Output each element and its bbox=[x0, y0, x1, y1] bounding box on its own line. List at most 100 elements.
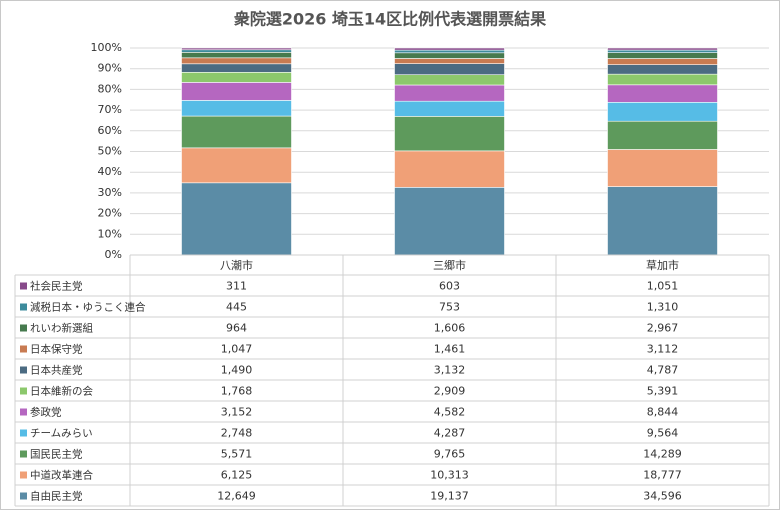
table-header: 草加市 bbox=[646, 258, 679, 272]
y-tick-label: 50% bbox=[98, 145, 122, 158]
table-header: 三郷市 bbox=[433, 258, 466, 272]
table-value: 1,490 bbox=[221, 364, 253, 377]
legend-swatch bbox=[20, 345, 27, 353]
y-tick-label: 10% bbox=[98, 227, 122, 240]
legend-label: チームみらい bbox=[30, 428, 93, 440]
bar-segment bbox=[394, 58, 505, 64]
y-tick-label: 70% bbox=[98, 103, 122, 116]
table-value: 12,649 bbox=[217, 490, 256, 503]
bar-segment bbox=[607, 64, 718, 75]
table-value: 2,909 bbox=[434, 385, 466, 398]
table-value: 4,287 bbox=[434, 427, 466, 440]
legend-swatch bbox=[20, 387, 27, 395]
legend-swatch bbox=[20, 303, 27, 311]
table-value: 1,768 bbox=[221, 385, 253, 398]
legend-label: 日本維新の会 bbox=[30, 385, 93, 398]
bar-segment bbox=[394, 52, 505, 59]
table-value: 14,289 bbox=[643, 448, 682, 461]
y-tick-label: 60% bbox=[98, 124, 122, 137]
legend-swatch bbox=[20, 450, 27, 458]
y-tick-label: 80% bbox=[98, 82, 122, 95]
table-value: 5,571 bbox=[221, 448, 253, 461]
bar-segment bbox=[181, 147, 292, 184]
table-value: 2,748 bbox=[221, 427, 253, 440]
table-value: 6,125 bbox=[221, 469, 253, 482]
bar-segment bbox=[181, 182, 292, 256]
table-value: 9,765 bbox=[434, 448, 466, 461]
table-value: 753 bbox=[439, 301, 460, 314]
bar-segment bbox=[181, 47, 292, 51]
chart-title: 衆院選2026 埼玉14区比例代表選開票結果 bbox=[234, 10, 546, 29]
bar-segment bbox=[181, 100, 292, 117]
table-value: 5,391 bbox=[647, 385, 679, 398]
legend-label: 日本共産党 bbox=[30, 364, 83, 377]
table-value: 10,313 bbox=[430, 469, 469, 482]
bar-segment bbox=[181, 49, 292, 53]
table-value: 964 bbox=[226, 322, 247, 335]
bar-segment bbox=[394, 150, 505, 188]
bar-segment bbox=[607, 102, 718, 122]
legend-swatch bbox=[20, 408, 27, 416]
legend-swatch bbox=[20, 324, 27, 332]
bar-segment bbox=[394, 116, 505, 152]
bar-segment bbox=[607, 84, 718, 103]
bar-segment bbox=[181, 71, 292, 83]
y-tick-label: 100% bbox=[91, 41, 122, 54]
table-value: 2,967 bbox=[647, 322, 679, 335]
y-tick-label: 20% bbox=[98, 207, 122, 220]
bar-segment bbox=[394, 84, 505, 102]
bar-segment bbox=[607, 47, 718, 51]
bar-segment bbox=[607, 49, 718, 53]
table-value: 9,564 bbox=[647, 427, 679, 440]
table-value: 19,137 bbox=[430, 490, 469, 503]
bar-segment bbox=[607, 149, 718, 187]
table-value: 1,047 bbox=[221, 343, 253, 356]
legend-swatch bbox=[20, 492, 27, 500]
table-value: 3,152 bbox=[221, 406, 253, 419]
y-tick-label: 90% bbox=[98, 62, 122, 75]
legend-swatch bbox=[20, 429, 27, 437]
bar-segment bbox=[607, 58, 718, 65]
table-value: 445 bbox=[226, 301, 247, 314]
bar-segment bbox=[181, 52, 292, 59]
bar-segment bbox=[394, 100, 505, 117]
table-value: 1,310 bbox=[647, 301, 679, 314]
legend-label: 国民民主党 bbox=[30, 448, 83, 461]
bar-segment bbox=[607, 52, 718, 59]
bar-segment bbox=[607, 120, 718, 150]
legend-label: 減税日本・ゆうこく連合 bbox=[30, 301, 146, 314]
legend-label: 社会民主党 bbox=[30, 280, 83, 293]
legend-label: 中道改革連合 bbox=[30, 469, 93, 482]
bar-segment bbox=[607, 73, 718, 86]
bar-segment bbox=[394, 47, 505, 51]
table-value: 3,112 bbox=[647, 343, 679, 356]
bar-segment bbox=[181, 57, 292, 65]
bar-segment bbox=[181, 115, 292, 149]
bar-segment bbox=[394, 49, 505, 54]
table-value: 4,787 bbox=[647, 364, 679, 377]
bar-segment bbox=[181, 63, 292, 73]
legend-swatch bbox=[20, 366, 27, 374]
table-value: 1,461 bbox=[434, 343, 466, 356]
legend-label: れいわ新選組 bbox=[30, 322, 93, 335]
legend-label: 参政党 bbox=[30, 406, 62, 419]
y-tick-label: 0% bbox=[105, 248, 122, 261]
table-value: 603 bbox=[439, 280, 460, 293]
y-tick-label: 40% bbox=[98, 165, 122, 178]
bar-segment bbox=[181, 82, 292, 101]
legend-label: 日本保守党 bbox=[30, 343, 83, 356]
table-value: 34,596 bbox=[643, 490, 682, 503]
legend-label: 自由民主党 bbox=[30, 490, 83, 503]
table-value: 311 bbox=[226, 280, 247, 293]
table-value: 8,844 bbox=[647, 406, 679, 419]
table-value: 4,582 bbox=[434, 406, 466, 419]
legend-swatch bbox=[20, 282, 27, 290]
y-tick-label: 30% bbox=[98, 186, 122, 199]
bar-segment bbox=[394, 187, 505, 256]
table-value: 3,132 bbox=[434, 364, 466, 377]
bar-segment bbox=[394, 74, 505, 86]
bar-segment bbox=[394, 63, 505, 76]
table-value: 18,777 bbox=[643, 469, 682, 482]
table-value: 1,051 bbox=[647, 280, 679, 293]
